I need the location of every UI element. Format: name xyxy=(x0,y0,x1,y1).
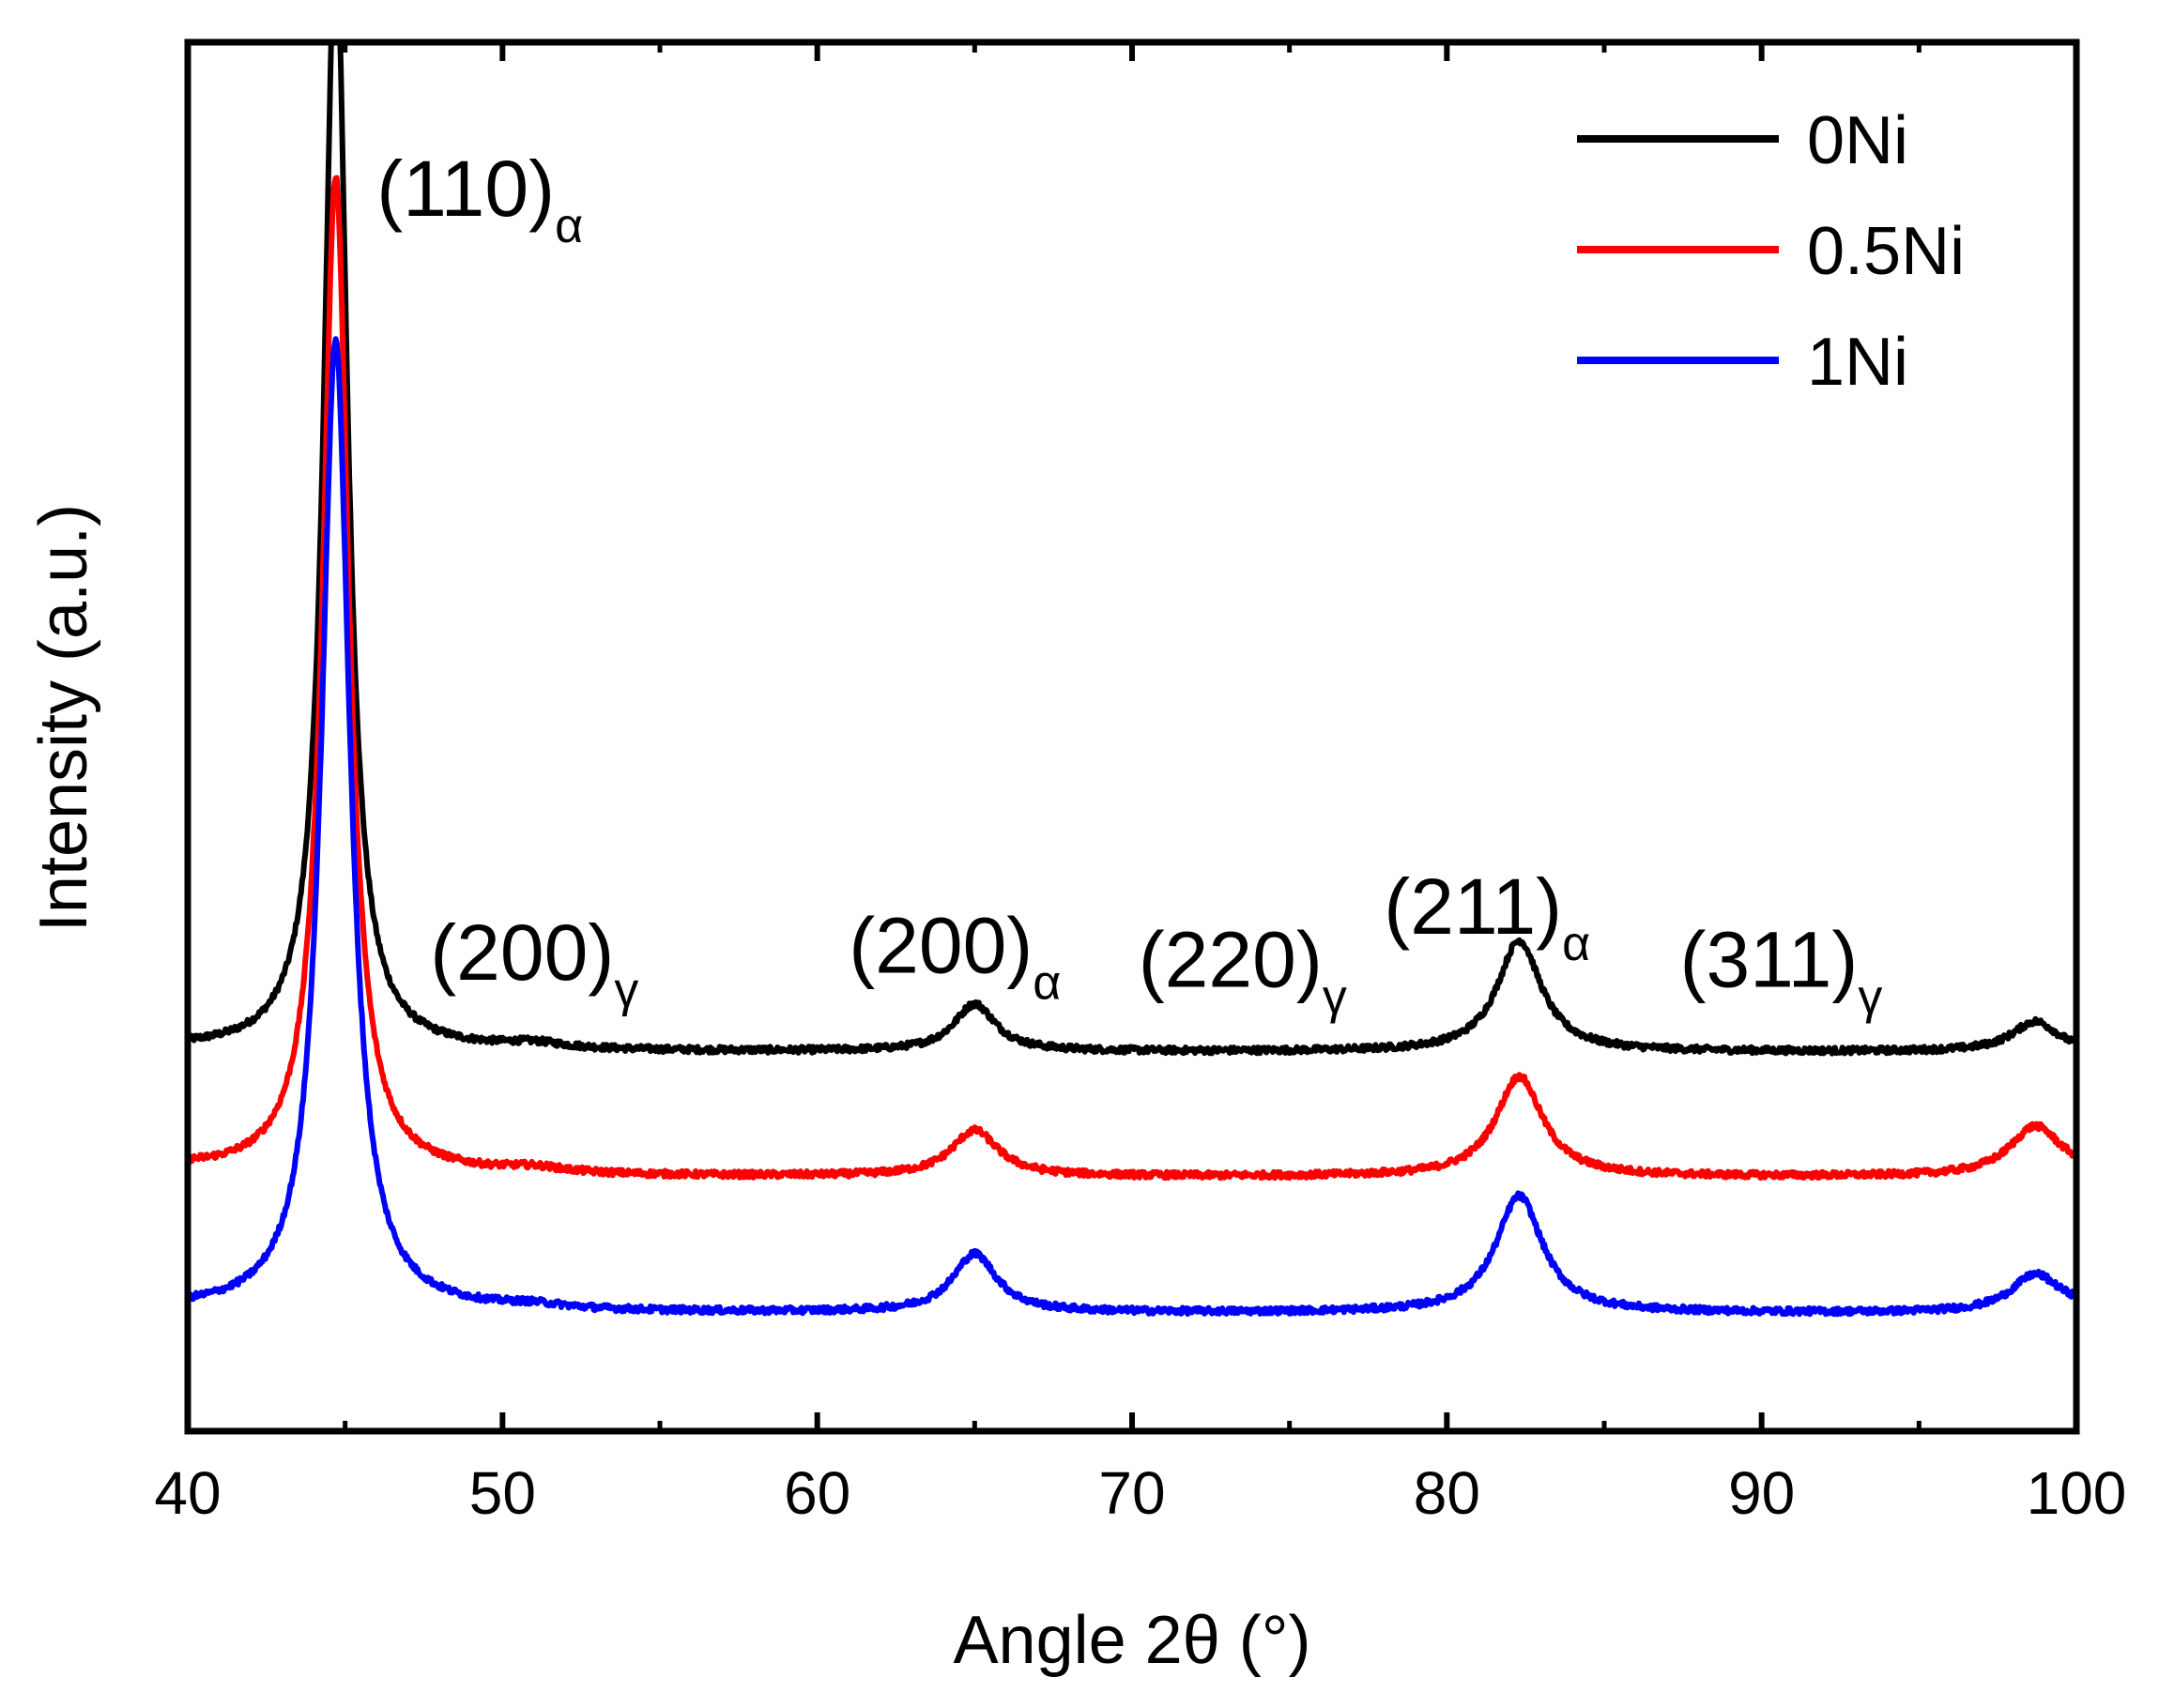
annotation-layer: (110)α (200)γ (200)α (220)γ (211)α (311)γ xyxy=(376,145,1882,1024)
legend: 0Ni 0.5Ni 1Ni xyxy=(1577,103,1965,400)
legend-label: 1Ni xyxy=(1807,325,1908,400)
x-tick-label: 70 xyxy=(1098,1459,1165,1527)
x-tick-label: 90 xyxy=(1728,1459,1795,1527)
series-layer xyxy=(188,42,2076,1318)
y-axis-title: Intensity (a.u.) xyxy=(26,504,101,932)
peak-annotation: (211)α xyxy=(1384,862,1590,971)
x-tick-label: 80 xyxy=(1414,1459,1480,1527)
peak-annotation: (220)γ xyxy=(1139,915,1347,1024)
plot-frame xyxy=(184,38,2080,1435)
series-line-0.5Ni xyxy=(188,175,2076,1182)
x-tick-label: 50 xyxy=(469,1459,536,1527)
ticks-layer: 40 50 60 70 80 90 100 xyxy=(154,42,2126,1527)
x-tick-label: 60 xyxy=(784,1459,850,1527)
legend-label: 0.5Ni xyxy=(1807,214,1965,289)
x-axis-title: Angle 2θ (°) xyxy=(954,1603,1311,1678)
series-line-0Ni xyxy=(188,42,2076,1057)
series-line-1Ni xyxy=(188,336,2076,1318)
x-tick-label: 100 xyxy=(2027,1459,2127,1527)
peak-annotation: (110)α xyxy=(376,145,583,253)
peak-annotation: (311)γ xyxy=(1679,915,1882,1024)
peak-annotation: (200)α xyxy=(849,902,1061,1011)
legend-label: 0Ni xyxy=(1807,103,1908,178)
x-tick-label: 40 xyxy=(154,1459,221,1527)
peak-annotation: (200)γ xyxy=(430,908,638,1017)
